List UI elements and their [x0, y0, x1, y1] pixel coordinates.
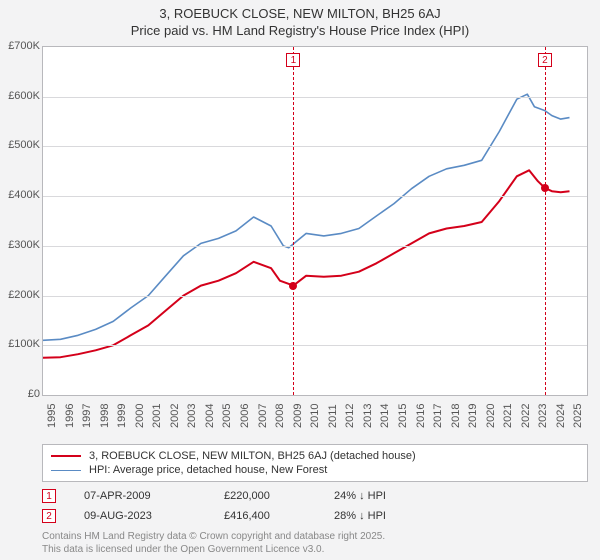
y-tick-label: £200K — [0, 289, 40, 301]
marker-guideline — [545, 47, 546, 395]
y-gridline — [43, 296, 587, 297]
marker-dot — [289, 282, 297, 290]
x-tick-label: 2011 — [327, 404, 339, 428]
sale-price: £416,400 — [224, 510, 334, 522]
legend-swatch — [51, 455, 81, 457]
y-tick-label: £100K — [0, 338, 40, 350]
chart-subtitle: Price paid vs. HM Land Registry's House … — [0, 23, 600, 38]
y-gridline — [43, 196, 587, 197]
sale-date: 07-APR-2009 — [84, 490, 224, 502]
x-tick-label: 2012 — [344, 404, 356, 428]
x-tick-label: 2001 — [151, 404, 163, 428]
marker-dot — [541, 184, 549, 192]
x-tick-label: 2013 — [362, 404, 374, 428]
legend-label: HPI: Average price, detached house, New … — [89, 464, 327, 476]
marker-label: 1 — [286, 53, 300, 67]
x-tick-label: 1998 — [99, 404, 111, 428]
sale-row: 1 07-APR-2009£220,00024% ↓ HPI — [42, 486, 588, 506]
y-gridline — [43, 246, 587, 247]
sale-diff: 24% ↓ HPI — [334, 490, 386, 502]
sale-marker: 1 — [42, 489, 56, 503]
sale-date: 09-AUG-2023 — [84, 510, 224, 522]
chart-title-address: 3, ROEBUCK CLOSE, NEW MILTON, BH25 6AJ — [0, 6, 600, 21]
x-tick-label: 2016 — [415, 404, 427, 428]
x-tick-label: 2004 — [204, 404, 216, 428]
y-gridline — [43, 345, 587, 346]
y-tick-label: £0 — [0, 388, 40, 400]
x-tick-label: 2002 — [169, 404, 181, 428]
x-tick-label: 2003 — [186, 404, 198, 428]
y-tick-label: £400K — [0, 189, 40, 201]
sale-marker: 2 — [42, 509, 56, 523]
legend: 3, ROEBUCK CLOSE, NEW MILTON, BH25 6AJ (… — [42, 444, 588, 482]
plot-area: 12 — [42, 46, 588, 396]
x-tick-label: 1999 — [116, 404, 128, 428]
x-tick-label: 2018 — [450, 404, 462, 428]
footer-attribution: Contains HM Land Registry data © Crown c… — [42, 530, 385, 556]
x-tick-label: 2020 — [485, 404, 497, 428]
x-tick-label: 2005 — [221, 404, 233, 428]
footer-line-2: This data is licensed under the Open Gov… — [42, 543, 385, 556]
sale-price: £220,000 — [224, 490, 334, 502]
x-tick-label: 2007 — [257, 404, 269, 428]
x-tick-label: 2022 — [520, 404, 532, 428]
x-tick-label: 2009 — [292, 404, 304, 428]
sale-row: 2 09-AUG-2023£416,40028% ↓ HPI — [42, 506, 588, 526]
footer-line-1: Contains HM Land Registry data © Crown c… — [42, 530, 385, 543]
x-tick-label: 2023 — [537, 404, 549, 428]
y-gridline — [43, 97, 587, 98]
x-tick-label: 1997 — [81, 404, 93, 428]
x-tick-label: 2025 — [572, 404, 584, 428]
y-tick-label: £300K — [0, 239, 40, 251]
x-tick-label: 2010 — [309, 404, 321, 428]
x-tick-label: 2008 — [274, 404, 286, 428]
series-line — [43, 94, 570, 340]
x-tick-label: 2024 — [555, 404, 567, 428]
y-gridline — [43, 146, 587, 147]
x-tick-label: 1996 — [64, 404, 76, 428]
legend-item: 3, ROEBUCK CLOSE, NEW MILTON, BH25 6AJ (… — [51, 449, 579, 463]
x-tick-label: 2015 — [397, 404, 409, 428]
y-tick-label: £600K — [0, 90, 40, 102]
chart-titles: 3, ROEBUCK CLOSE, NEW MILTON, BH25 6AJ P… — [0, 0, 600, 38]
x-tick-label: 2021 — [502, 404, 514, 428]
legend-swatch — [51, 470, 81, 471]
x-tick-label: 2019 — [467, 404, 479, 428]
sale-diff: 28% ↓ HPI — [334, 510, 386, 522]
y-tick-label: £500K — [0, 139, 40, 151]
x-tick-label: 2006 — [239, 404, 251, 428]
series-line — [43, 170, 570, 357]
marker-label: 2 — [538, 53, 552, 67]
x-tick-label: 2017 — [432, 404, 444, 428]
chart-container: 3, ROEBUCK CLOSE, NEW MILTON, BH25 6AJ P… — [0, 0, 600, 560]
y-tick-label: £700K — [0, 40, 40, 52]
legend-item: HPI: Average price, detached house, New … — [51, 463, 579, 477]
x-tick-label: 1995 — [46, 404, 58, 428]
marker-guideline — [293, 47, 294, 395]
x-tick-label: 2000 — [134, 404, 146, 428]
x-tick-label: 2014 — [379, 404, 391, 428]
legend-label: 3, ROEBUCK CLOSE, NEW MILTON, BH25 6AJ (… — [89, 450, 416, 462]
line-series-svg — [43, 47, 587, 395]
sales-list: 1 07-APR-2009£220,00024% ↓ HPI 2 09-AUG-202… — [42, 486, 588, 526]
